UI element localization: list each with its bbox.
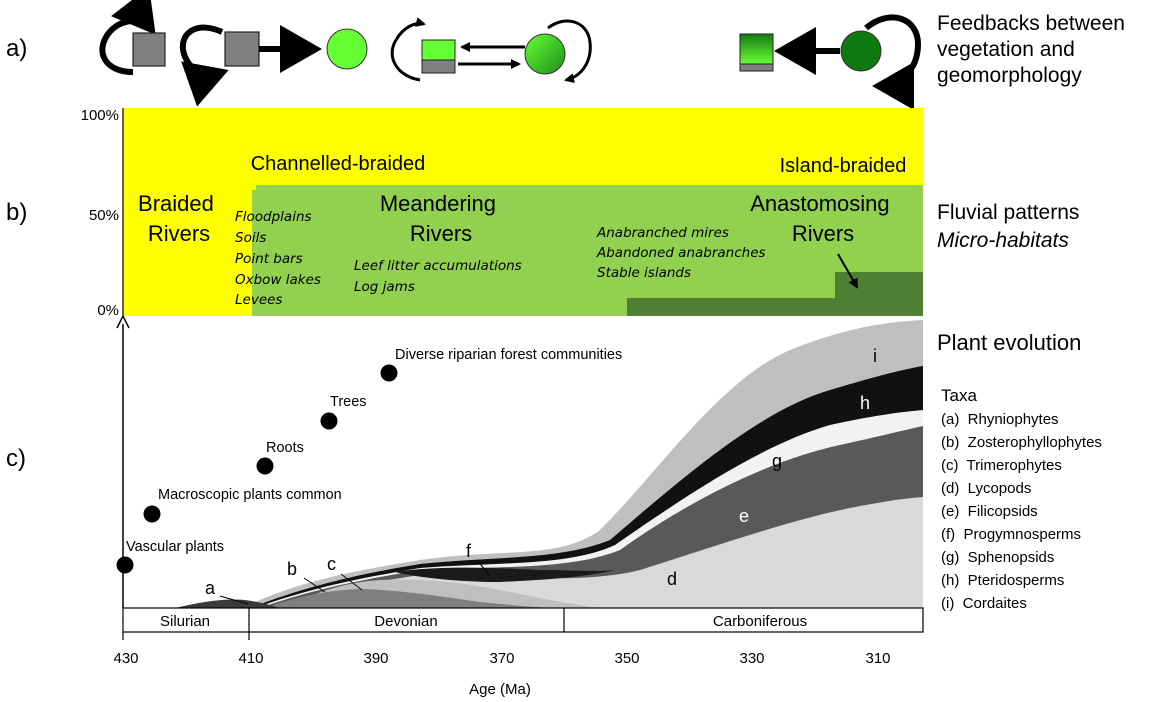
curve-label-a: a: [205, 578, 216, 598]
curve-label-b: b: [287, 559, 297, 579]
curve-label-e: e: [739, 506, 749, 526]
taxa-item: (d) Lycopods: [941, 480, 1031, 497]
feedback-loop-4: [739, 14, 922, 110]
taxa-item: (b) Zosterophyllophytes: [941, 434, 1102, 451]
period-bar: Silurian Devonian Carboniferous: [122, 607, 924, 640]
channelled-braided-label: Channelled-braided: [251, 153, 426, 175]
split-square: [421, 39, 456, 61]
xtick-350: 350: [614, 650, 639, 667]
plant-evolution-title: Plant evolution: [937, 330, 1081, 355]
taxa-item: (g) Sphenopsids: [941, 549, 1054, 566]
event-dot-riparian: [380, 364, 398, 382]
meandering-rivers-label: Meandering Rivers: [380, 191, 502, 246]
green-strip: [252, 190, 262, 316]
micro-habitats-title: Micro-habitats: [937, 229, 1069, 252]
dark-green-circle: [840, 30, 882, 72]
xtick-310: 310: [865, 650, 890, 667]
curve-label-i: i: [873, 346, 877, 366]
evolution-events: Vascular plants Macroscopic plants commo…: [116, 347, 622, 574]
taxa-item: (f) Progymnosperms: [941, 526, 1081, 543]
event-dot-trees: [320, 412, 338, 430]
anastomosing-rivers-label: Anastomosing Rivers: [750, 191, 896, 246]
diversity-curves: [175, 320, 923, 608]
event-label-riparian: Diverse riparian forest communities: [395, 347, 622, 363]
braided-rivers-label: Braided Rivers: [138, 191, 220, 246]
period-silurian: Silurian: [160, 613, 210, 630]
habitats-left: Floodplains Soils Point bars Oxbow lakes…: [235, 209, 325, 308]
x-axis: 430 410 390 370 350 330 310 Age (Ma): [113, 632, 891, 698]
curve-label-f: f: [466, 541, 472, 561]
taxa-item: (e) Filicopsids: [941, 503, 1038, 520]
feedback-loop-1: [99, 0, 166, 75]
grey-square-1: [132, 32, 166, 67]
curve-b: [270, 589, 560, 608]
taxa-legend: (a) Rhyniophytes (b) Zosterophyllophytes…: [941, 411, 1102, 612]
taxa-item: (i) Cordaites: [941, 595, 1027, 612]
panel-label-a: a): [6, 35, 27, 62]
feedback-loop-3: [390, 17, 592, 84]
event-dot-vascular: [116, 556, 134, 574]
light-green-area: [256, 185, 923, 316]
feedback-title: Feedbacks between vegetation and geomorp…: [937, 12, 1131, 87]
taxa-item: (c) Trimerophytes: [941, 457, 1062, 474]
ytick-0: 0%: [97, 302, 119, 319]
curve-d: [265, 497, 923, 608]
curve-label-d: d: [667, 569, 677, 589]
anastomosing-arrow: [837, 253, 858, 289]
curve-label-h: h: [860, 393, 870, 413]
event-label-trees: Trees: [330, 394, 367, 410]
curve-f: [395, 567, 615, 582]
green-circle-2: [524, 33, 566, 75]
curve-label-g: g: [772, 451, 782, 471]
panel-label-c: c): [6, 445, 26, 472]
event-label-vascular: Vascular plants: [126, 539, 224, 555]
habitats-right: Anabranched mires Abandoned anabranches …: [596, 225, 770, 281]
event-label-roots: Roots: [266, 440, 304, 456]
panel-label-b: b): [6, 199, 27, 226]
xtick-330: 330: [739, 650, 764, 667]
event-dot-macroscopic: [143, 505, 161, 523]
period-carboniferous: Carboniferous: [713, 613, 807, 630]
feedback-loop-2: [179, 24, 368, 107]
curve-a: [175, 599, 280, 608]
fluvial-patterns-title: Fluvial patterns: [937, 201, 1079, 224]
ytick-100: 100%: [81, 107, 119, 124]
period-devonian: Devonian: [374, 613, 437, 630]
taxa-header: Taxa: [941, 386, 977, 405]
event-label-macroscopic: Macroscopic plants common: [158, 487, 342, 503]
taxa-item: (a) Rhyniophytes: [941, 411, 1059, 428]
habitats-mid: Leef litter accumulations Log jams: [354, 258, 526, 295]
green-square: [739, 33, 774, 65]
taxa-item: (h) Pteridosperms: [941, 572, 1064, 589]
xtick-370: 370: [489, 650, 514, 667]
x-axis-label: Age (Ma): [469, 681, 531, 698]
grey-square-2: [224, 31, 260, 67]
xtick-430: 430: [113, 650, 138, 667]
event-dot-roots: [256, 457, 274, 475]
xtick-390: 390: [363, 650, 388, 667]
xtick-410: 410: [238, 650, 263, 667]
curve-label-c: c: [327, 554, 336, 574]
green-circle-1: [326, 28, 368, 70]
curve-letter-labels: a b c d e f g h i: [205, 346, 877, 605]
island-braided-label: Island-braided: [780, 155, 907, 177]
ytick-50: 50%: [89, 207, 119, 224]
